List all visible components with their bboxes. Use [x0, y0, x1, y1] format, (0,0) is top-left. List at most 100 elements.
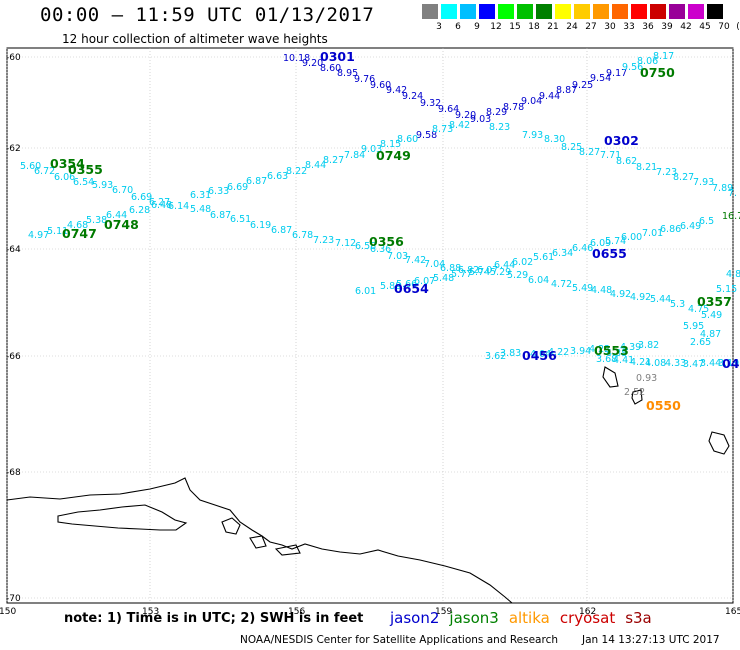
observation-value: 5.77 [451, 269, 472, 280]
observation-value: 9.76 [354, 74, 375, 85]
colorbar-label: 30 [604, 22, 616, 32]
observation-value: 5.48 [190, 204, 211, 215]
observation-value: 5.95 [683, 321, 704, 332]
observation-value: 4.68 [67, 220, 88, 231]
observation-value: 8.60 [397, 134, 418, 145]
observation-value: 6.14 [168, 201, 189, 212]
observation-value: 6.72 [34, 166, 55, 177]
colorbar-swatch [707, 4, 723, 19]
observation-value: 9.64 [438, 104, 459, 115]
observation-value: 4.97 [28, 230, 49, 241]
colorbar-label: 12 [490, 22, 502, 32]
colorbar-label: 70 [718, 22, 730, 32]
legend-entry-jason2: jason2 [390, 609, 440, 627]
observation-value: 7.93 [522, 130, 543, 141]
observation-value: 6.46 [572, 243, 593, 254]
observation-value: 8.21 [636, 162, 657, 173]
observation-value: 5.29 [507, 270, 528, 281]
observation-value: 4.22 [548, 347, 569, 358]
pass-time-label: 0550 [646, 398, 681, 413]
observation-value: 9.56 [622, 62, 643, 73]
land-outlines [6, 366, 730, 604]
observation-value: 3.83 [500, 348, 521, 359]
observation-value: 5.74 [469, 267, 490, 278]
observation-value: 6.63 [267, 171, 288, 182]
observation-value: 6.33 [208, 186, 229, 197]
page-subtitle: 12 hour collection of altimeter wave hei… [62, 32, 328, 46]
observation-value: 3.19 [718, 358, 739, 369]
observation-value: 6.69 [131, 192, 152, 203]
observation-value: 9.25 [572, 80, 593, 91]
observation-value: 4.72 [551, 279, 572, 290]
legend-entry-altika: altika [508, 609, 550, 627]
colorbar-label: 36 [642, 22, 654, 32]
observation-value: 9.32 [420, 98, 441, 109]
observation-value: 9.54 [590, 73, 611, 84]
observation-value: 3.62 [485, 351, 506, 362]
observation-value: 8.30 [544, 134, 565, 145]
footer-timestamp: Jan 14 13:27:13 UTC 2017 [582, 634, 720, 646]
observation-value: 8.25 [561, 142, 582, 153]
latitude-label: -66 [6, 352, 21, 362]
observation-value: 5.66 [396, 279, 417, 290]
observation-value: 8.60 [320, 63, 341, 74]
pass-time-label: 0748 [104, 217, 139, 232]
observation-value: 6.07 [477, 265, 498, 276]
footer-note: note: 1) Time is in UTC; 2) SWH is in fe… [64, 611, 364, 626]
observation-value: 3.44 [700, 358, 721, 369]
observation-value: 5.74 [605, 236, 626, 247]
observation-value: 7.42 [405, 255, 426, 266]
observation-value: 6.01 [355, 286, 376, 297]
map-grid: -60 -62 -64 -66 -68 -70 150 153 156 159 162 165 [0, 47, 740, 617]
colorbar-swatch [422, 4, 438, 19]
pass-time-label: 0302 [604, 133, 639, 148]
colorbar-label: 24 [566, 22, 578, 32]
observation-value: 6.87 [271, 225, 292, 236]
observation-value: 6.69 [227, 182, 248, 193]
observation-value: 6.5 [699, 216, 714, 227]
footer-credit: NOAA/NESDIS Center for Satellite Applica… [240, 634, 558, 646]
page-title: 00:00 – 11:59 UTC 01/13/2017 [40, 4, 375, 26]
observation-value: 5.15 [716, 284, 737, 295]
observation-value: 5.44 [650, 294, 671, 305]
observation-value: 5.88 [380, 281, 401, 292]
longitude-label: 165 [725, 607, 740, 617]
observation-value: 4.08 [645, 358, 666, 369]
pass-time-label: 0655 [592, 246, 627, 261]
observation-value: 6.00 [621, 232, 642, 243]
observation-value: 9.17 [606, 68, 627, 79]
observation-value: 6.44 [494, 260, 515, 271]
colorbar-label: 39 [661, 22, 673, 32]
pass-time-label: 0356 [369, 234, 404, 249]
observation-value: 8.78 [503, 102, 524, 113]
coastline [249, 535, 267, 549]
observation-value: 4.41 [613, 355, 634, 366]
observation-value: 6.36 [370, 244, 391, 255]
colorbar-label: 15 [509, 22, 521, 32]
latitude-label: -60 [6, 53, 21, 63]
observation-value: 8.95 [337, 68, 358, 79]
coastline [631, 389, 643, 405]
map-frame [6, 47, 734, 604]
observation-value: 9.03 [361, 144, 382, 155]
observation-value: 4.21 [630, 357, 651, 368]
observation-value: 6.06 [54, 172, 75, 183]
observation-value: 7.04 [424, 259, 445, 270]
colorbar-label: 3 [436, 22, 442, 32]
observation-value: 6.49 [680, 221, 701, 232]
colorbar-swatch [631, 4, 647, 19]
observation-value: 5.60 [20, 161, 41, 172]
observation-value: 5.29 [490, 267, 511, 278]
observation-value: 7.12 [335, 238, 356, 249]
observation-value: 5.48 [433, 273, 454, 284]
observation-value: 8.73 [432, 124, 453, 135]
observation-value: 3.94 [570, 346, 591, 357]
coastline [57, 504, 188, 531]
observation-value: 8.15 [380, 139, 401, 150]
observation-value: 5.11 [47, 226, 68, 237]
pass-time-label: 0553 [594, 343, 629, 358]
observation-value: 8.27 [673, 172, 694, 183]
legend-entry-jason3: jason3 [449, 609, 499, 627]
pass-time-label: 0357 [697, 294, 732, 309]
observation-value: 9.04 [521, 96, 542, 107]
